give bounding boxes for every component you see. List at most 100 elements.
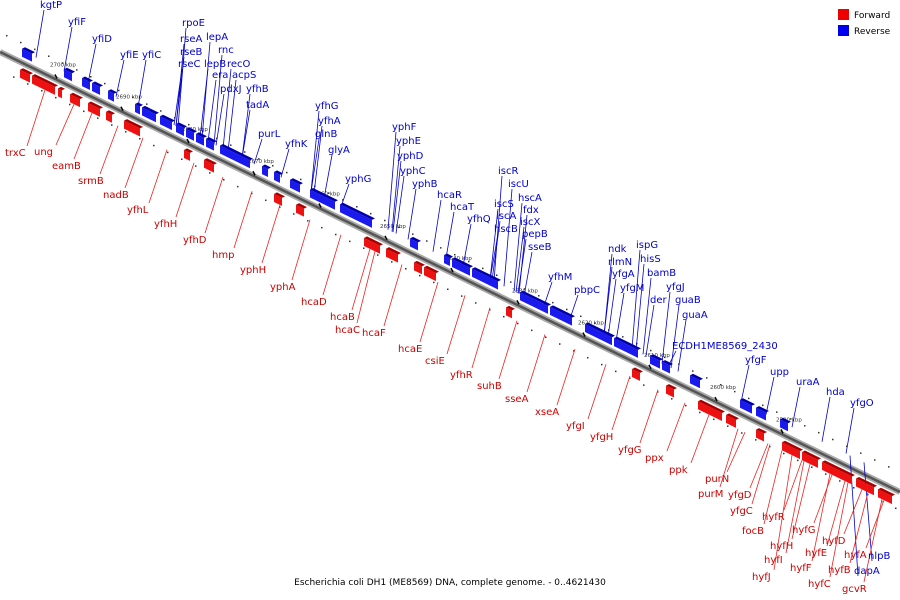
- reverse-gene-label: yfiD: [92, 34, 112, 45]
- forward-leader: [498, 320, 518, 380]
- gene-face: [782, 442, 800, 460]
- guide-dot: [237, 185, 239, 188]
- kbp-tick-label: 2600 kbp: [710, 385, 736, 391]
- gene-face: [20, 69, 30, 83]
- guide-dot: [454, 253, 456, 256]
- guide-dot: [419, 274, 421, 277]
- reverse-gene-label: hscB: [494, 224, 518, 235]
- gene-top: [666, 384, 677, 390]
- guide-dot: [195, 165, 197, 167]
- sequence-axis: [0, 49, 900, 495]
- guide-dot: [48, 55, 50, 57]
- kbp-tick-mark: [318, 203, 322, 208]
- guide-dot: [559, 343, 561, 345]
- gene-face: [262, 166, 268, 178]
- guide-dot: [27, 83, 29, 85]
- forward-leader: [639, 389, 659, 444]
- forward-gene-label: hyfE: [805, 548, 827, 559]
- guide-dot: [83, 110, 85, 113]
- guide-dot: [804, 425, 806, 427]
- reverse-gene-block: [82, 76, 93, 90]
- gene-top: [822, 460, 855, 477]
- reverse-gene-label: yfgJ: [666, 282, 685, 293]
- reverse-gene-block: [410, 236, 421, 251]
- gene-face: [274, 193, 282, 206]
- reverse-leader: [201, 41, 211, 139]
- forward-gene-label: hyfG: [792, 525, 816, 536]
- guide-dot: [874, 459, 876, 461]
- forward-leader: [261, 204, 281, 264]
- forward-gene-label: hyfR: [762, 512, 785, 523]
- guide-dot: [160, 110, 162, 112]
- kbp-tick-label: 2640 kbp: [446, 256, 472, 262]
- guide-dot: [489, 309, 491, 311]
- reverse-gene-label: yfiC: [142, 50, 161, 61]
- reverse-leader: [313, 125, 323, 194]
- kbp-tick-label: 2680 kbp: [182, 127, 208, 133]
- guide-dot: [797, 459, 799, 462]
- gene-top: [340, 202, 375, 220]
- gene-top: [726, 413, 739, 420]
- gene-face: [740, 399, 752, 414]
- forward-gene-label: yfgH: [590, 432, 613, 443]
- gene-face: [290, 179, 300, 193]
- reverse-gene-block: [740, 398, 755, 414]
- guide-dot: [118, 89, 120, 92]
- gene-face: [160, 116, 172, 131]
- guide-dot: [97, 117, 99, 119]
- guide-dot: [356, 206, 358, 208]
- gene-top: [274, 170, 283, 175]
- forward-leader: [556, 348, 576, 406]
- gene-top: [196, 132, 207, 138]
- forward-gene-block: [414, 260, 425, 275]
- gene-top: [614, 336, 641, 350]
- forward-leader: [843, 489, 863, 535]
- guide-dot: [594, 322, 596, 324]
- guide-dot: [895, 507, 897, 510]
- forward-gene-label: ppk: [669, 465, 688, 476]
- reverse-gene-label: yfhB: [246, 84, 269, 95]
- gene-top: [274, 192, 285, 198]
- kbp-tick-label: 2660 kbp: [314, 192, 340, 198]
- guide-dot: [650, 349, 652, 352]
- forward-leader: [471, 307, 491, 369]
- guide-dot: [258, 158, 260, 160]
- guide-dot: [846, 445, 848, 448]
- guide-dot: [223, 179, 225, 181]
- reverse-gene-label: yfgM: [620, 283, 644, 294]
- gene-top: [414, 260, 425, 267]
- reverse-leader: [491, 220, 501, 281]
- reverse-leader: [791, 386, 801, 428]
- guide-dot: [503, 315, 505, 318]
- reverse-gene-label: era: [212, 70, 228, 81]
- reverse-gene-label: guaA: [682, 310, 708, 321]
- legend-reverse-label: Reverse: [854, 27, 891, 37]
- gene-top: [106, 110, 115, 115]
- reverse-gene-block: [220, 144, 253, 169]
- reverse-gene-label: yfgF: [745, 355, 767, 366]
- forward-gene-label: hmp: [212, 250, 234, 261]
- gene-top: [124, 119, 143, 129]
- reverse-gene-label: sseB: [528, 242, 552, 253]
- reverse-gene-block: [108, 89, 117, 102]
- gene-face: [176, 124, 184, 136]
- forward-gene-label: hyfD: [822, 536, 846, 547]
- reverse-leader: [645, 304, 655, 356]
- reverse-gene-block: [550, 305, 575, 326]
- kbp-tick-mark: [582, 332, 586, 337]
- reverse-gene-block: [662, 360, 673, 374]
- forward-gene-label: yphH: [240, 265, 266, 276]
- reverse-gene-block: [520, 290, 551, 314]
- guide-dot: [811, 466, 813, 468]
- gene-top: [780, 417, 791, 424]
- reverse-leader: [207, 79, 217, 142]
- guide-dot: [664, 356, 666, 359]
- gene-face: [58, 88, 62, 99]
- gene-face: [452, 258, 470, 276]
- kbp-tick-label: 2700 kbp: [50, 62, 76, 68]
- forward-gene-block: [88, 101, 103, 117]
- forward-gene-label: gcvR: [842, 584, 867, 595]
- forward-leader: [849, 492, 869, 564]
